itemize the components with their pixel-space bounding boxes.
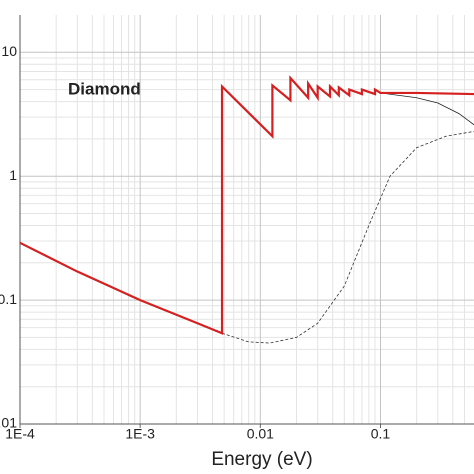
y-tick-label: 0.1 (0, 291, 17, 307)
x-axis-label: Energy (eV) (211, 449, 312, 470)
data-line (380, 92, 474, 126)
y-tick-label: 1 (9, 167, 17, 183)
data-line (221, 130, 474, 344)
annotation: Diamond (68, 79, 141, 98)
y-tick-label: 10 (1, 43, 17, 59)
x-tick-label: 1E-4 (5, 426, 35, 442)
x-tick-label: 0.1 (371, 426, 391, 442)
data-line (19, 75, 474, 335)
x-tick-label: 1E-3 (125, 426, 155, 442)
x-tick-label: 0.01 (247, 426, 274, 442)
y-tick-label: 0.01 (0, 415, 17, 431)
